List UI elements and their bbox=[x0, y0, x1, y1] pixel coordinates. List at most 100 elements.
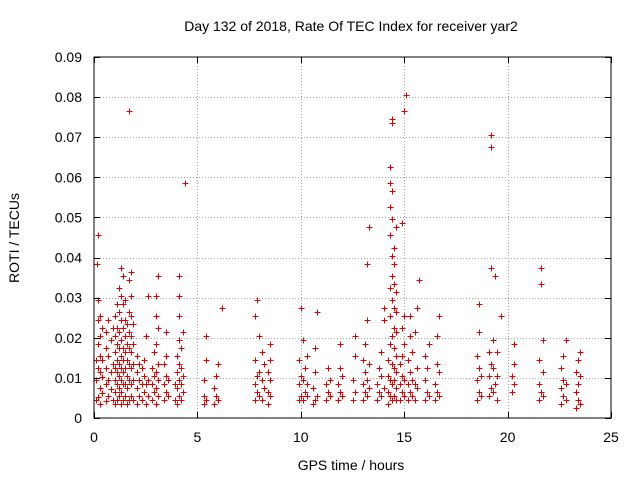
data-point bbox=[399, 220, 406, 227]
plot-frame bbox=[93, 56, 612, 419]
data-point bbox=[422, 353, 429, 360]
data-point bbox=[134, 401, 141, 408]
data-point bbox=[122, 317, 129, 324]
x-tick-label: 25 bbox=[603, 429, 619, 445]
data-point bbox=[151, 349, 158, 356]
data-point bbox=[105, 353, 112, 360]
data-point bbox=[128, 293, 135, 300]
data-point bbox=[312, 345, 319, 352]
data-point bbox=[128, 381, 135, 388]
data-point bbox=[323, 381, 330, 388]
data-point bbox=[139, 365, 146, 372]
x-tick-label: 10 bbox=[293, 429, 309, 445]
x-tick-labels: 0 5 10 15 20 25 bbox=[90, 429, 619, 445]
data-point bbox=[174, 369, 181, 376]
y-tick-label: 0.09 bbox=[55, 49, 82, 65]
data-point bbox=[387, 180, 394, 187]
data-point bbox=[211, 401, 218, 408]
data-point bbox=[414, 305, 421, 312]
data-point bbox=[381, 317, 388, 324]
data-point bbox=[422, 397, 429, 404]
data-point bbox=[490, 365, 497, 372]
data-point bbox=[203, 357, 210, 364]
data-point bbox=[325, 365, 332, 372]
data-point bbox=[105, 393, 112, 400]
data-point bbox=[302, 389, 309, 396]
grid-lines bbox=[94, 57, 611, 418]
data-point bbox=[130, 321, 137, 328]
data-point bbox=[405, 397, 412, 404]
data-point bbox=[155, 361, 162, 368]
data-point bbox=[488, 361, 495, 368]
data-point bbox=[577, 349, 584, 356]
data-point bbox=[120, 325, 127, 332]
data-point bbox=[558, 365, 565, 372]
data-point bbox=[540, 393, 547, 400]
y-tick-label: 0.02 bbox=[55, 330, 82, 346]
data-point bbox=[259, 349, 266, 356]
data-point bbox=[265, 401, 272, 408]
data-point bbox=[304, 353, 311, 360]
y-tick-label: 0.03 bbox=[55, 290, 82, 306]
data-point bbox=[105, 317, 112, 324]
data-point bbox=[265, 369, 272, 376]
data-point bbox=[155, 393, 162, 400]
data-point bbox=[407, 369, 414, 376]
data-point bbox=[300, 377, 307, 384]
data-point bbox=[397, 361, 404, 368]
data-point bbox=[134, 385, 141, 392]
data-point bbox=[432, 381, 439, 388]
data-point bbox=[176, 313, 183, 320]
data-point bbox=[145, 393, 152, 400]
data-point bbox=[296, 357, 303, 364]
data-point bbox=[558, 385, 565, 392]
data-point bbox=[560, 393, 567, 400]
data-point bbox=[414, 365, 421, 372]
data-point bbox=[201, 393, 208, 400]
data-point bbox=[122, 297, 129, 304]
data-point bbox=[434, 361, 441, 368]
data-point bbox=[116, 393, 123, 400]
data-point bbox=[389, 116, 396, 123]
y-tick-label: 0.01 bbox=[55, 370, 82, 386]
data-point bbox=[339, 393, 346, 400]
data-point bbox=[130, 377, 137, 384]
data-point bbox=[261, 361, 268, 368]
data-point bbox=[560, 353, 567, 360]
data-point bbox=[393, 385, 400, 392]
y-tick-label: 0.05 bbox=[55, 209, 82, 225]
data-point bbox=[407, 389, 414, 396]
data-point bbox=[560, 377, 567, 384]
data-point bbox=[416, 277, 423, 284]
data-point bbox=[112, 313, 119, 320]
data-point bbox=[488, 385, 495, 392]
data-point bbox=[97, 333, 104, 340]
data-point bbox=[362, 369, 369, 376]
data-point bbox=[385, 389, 392, 396]
data-point bbox=[252, 381, 259, 388]
data-point bbox=[391, 377, 398, 384]
data-point bbox=[124, 341, 131, 348]
data-point bbox=[391, 325, 398, 332]
data-point bbox=[436, 313, 443, 320]
data-point bbox=[153, 385, 160, 392]
data-point bbox=[476, 301, 483, 308]
data-point bbox=[136, 393, 143, 400]
data-point bbox=[114, 341, 121, 348]
data-point bbox=[494, 349, 501, 356]
data-point bbox=[575, 381, 582, 388]
data-point bbox=[122, 381, 129, 388]
data-point bbox=[486, 349, 493, 356]
data-point bbox=[103, 345, 110, 352]
data-point bbox=[488, 265, 495, 272]
data-point bbox=[124, 321, 131, 328]
data-point bbox=[120, 345, 127, 352]
data-point bbox=[110, 361, 117, 368]
data-point bbox=[180, 329, 187, 336]
data-point bbox=[128, 349, 135, 356]
data-point bbox=[476, 389, 483, 396]
data-point bbox=[94, 261, 101, 268]
data-point bbox=[540, 337, 547, 344]
y-tick-label: 0 bbox=[74, 410, 82, 426]
data-point bbox=[538, 281, 545, 288]
